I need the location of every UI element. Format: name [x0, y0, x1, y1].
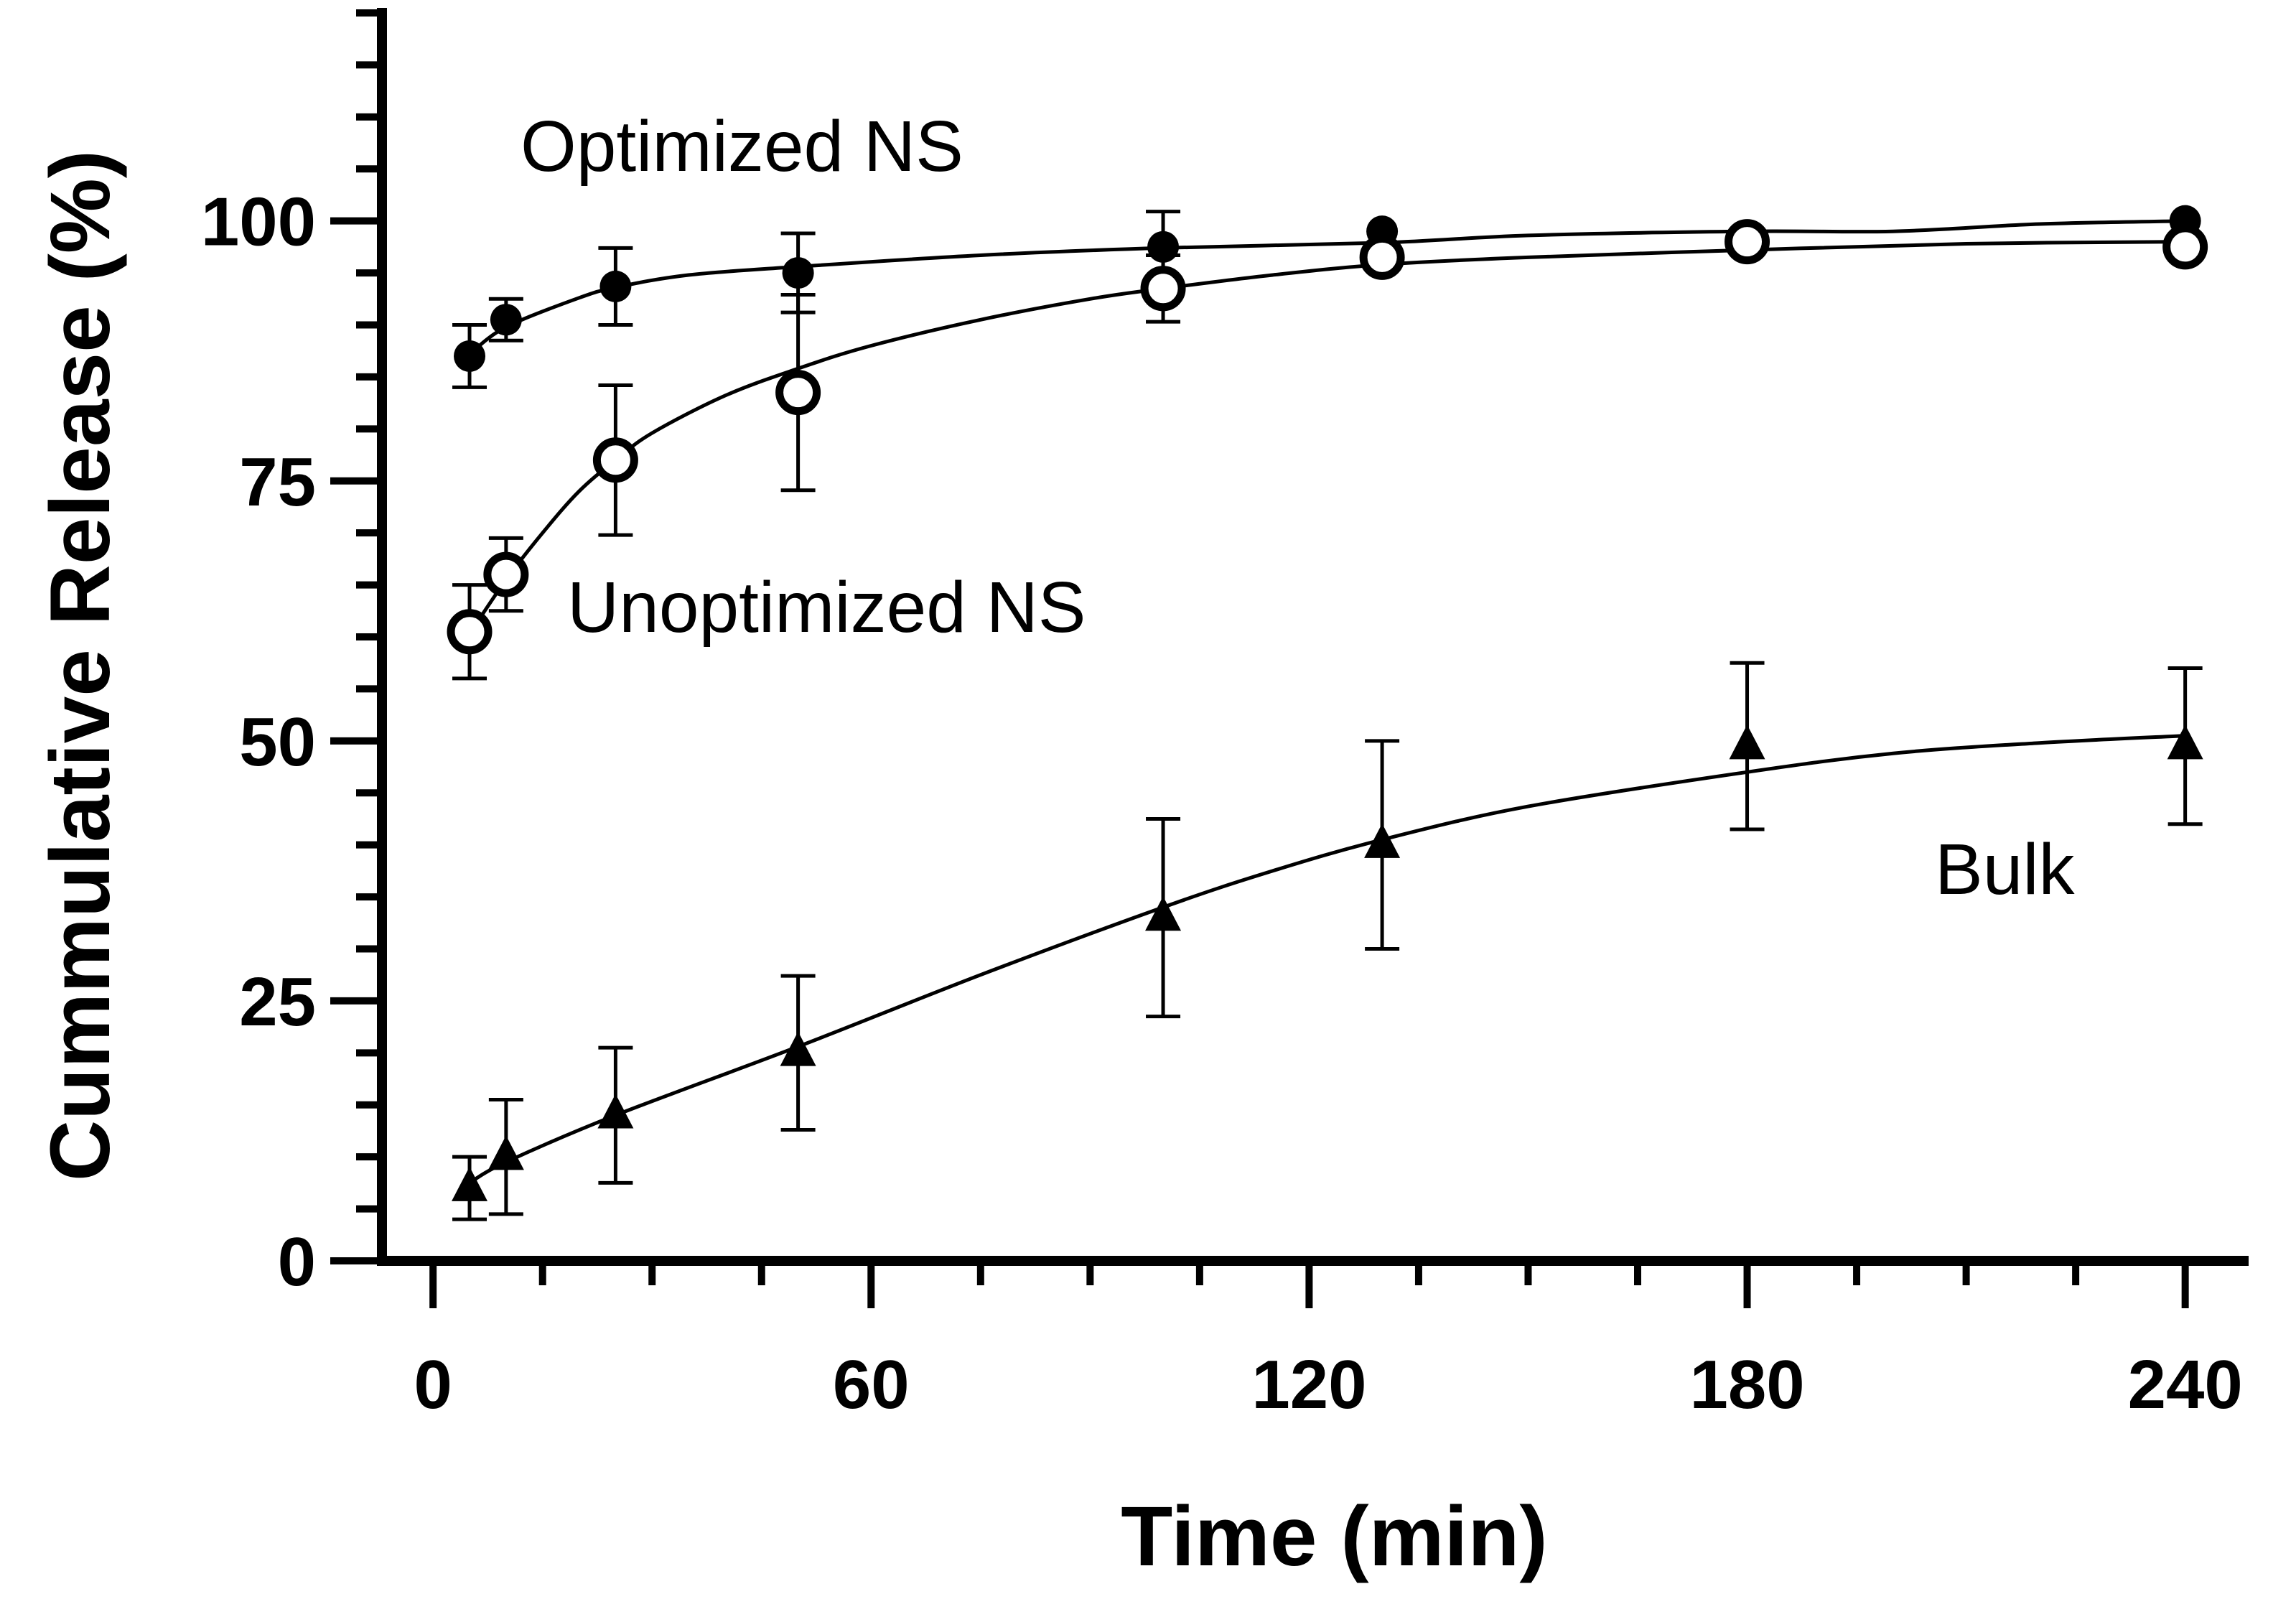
optimized-ns-point [454, 340, 486, 372]
unoptimized-ns-point [447, 609, 493, 655]
y-axis-title: Cummulative Release (%) [33, 150, 128, 1181]
unoptimized-ns-point [1359, 234, 1405, 280]
bulk-point [597, 1094, 634, 1129]
unoptimized-ns-point [592, 437, 638, 483]
error-bars [452, 210, 2203, 1221]
optimized-ns-label: Optimized NS [521, 106, 963, 187]
unoptimized-ns-label: Unoptimized NS [567, 567, 1086, 648]
bulk-point [1729, 724, 1765, 760]
x-tick-label: 240 [2128, 1346, 2243, 1423]
unoptimized-ns-point [775, 370, 821, 416]
optimized-ns-point [599, 270, 632, 302]
unoptimized-ns-point [2162, 224, 2208, 270]
y-tick-label: 50 [239, 704, 316, 780]
fit-curves [467, 219, 2185, 1185]
optimized-ns-point [1147, 230, 1180, 263]
bulk-point [2167, 724, 2203, 760]
x-tick-label: 120 [1251, 1346, 1366, 1423]
unoptimized-ns-point [1140, 266, 1186, 312]
bulk-point [452, 1166, 488, 1201]
y-tick-label: 0 [278, 1224, 316, 1300]
x-tick-label: 0 [414, 1346, 452, 1423]
x-axis-title: Time (min) [1121, 1489, 1547, 1584]
y-tick-label: 100 [201, 184, 316, 261]
unoptimized-ns-point [483, 551, 529, 597]
bulk-fit-curve [468, 734, 2185, 1185]
bulk-point [1364, 823, 1401, 858]
x-tick-label: 60 [833, 1346, 910, 1423]
chart-text: 0 25 50 75 100 0 60 120 180 240 Time (min) Cummulat… [33, 106, 2243, 1584]
bulk-point [1145, 896, 1182, 931]
y-tick-label: 25 [239, 964, 316, 1040]
bulk-label: Bulk [1935, 829, 2076, 910]
bulk-point [487, 1135, 524, 1170]
optimized-ns-fit-curve [468, 219, 2185, 356]
bulk-point [780, 1031, 816, 1066]
optimized-ns-point [490, 304, 522, 336]
axes [330, 8, 2249, 1308]
y-tick-label: 75 [239, 444, 316, 521]
unoptimized-ns-point [1725, 219, 1770, 265]
optimized-ns-point [782, 257, 814, 289]
x-tick-label: 180 [1689, 1346, 1804, 1423]
data-points [447, 205, 2208, 1201]
